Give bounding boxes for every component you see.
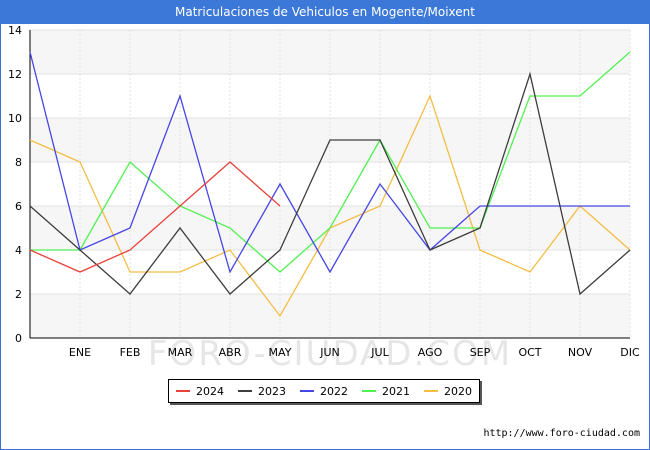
series-line-2023 [29,71,631,296]
x-tick-label: ABR [219,346,242,359]
y-tick-label: 14 [8,24,22,37]
legend-label: 2020 [444,384,472,398]
legend-swatch [362,390,376,392]
legend-item-2021: 2021 [362,385,410,398]
legend-label: 2024 [196,384,224,398]
x-tick-label: OCT [518,346,541,359]
series-lines [29,51,631,318]
x-tick-label: AGO [418,346,443,359]
series-line-2021 [30,51,631,273]
legend-item-2020: 2020 [424,385,472,398]
legend-item-2022: 2022 [300,385,348,398]
legend-item-2024: 2024 [176,385,224,398]
x-tick-labels: ENE FEB MAR ABR MAY JUN JUL AGO SEP OCT NOV DIC [69,346,640,359]
legend-label: 2023 [258,384,286,398]
legend-swatch [176,390,190,392]
legend-swatch [300,390,314,392]
series-line-2022 [29,51,630,274]
y-tick-label: 0 [15,332,22,345]
y-tick-label: 6 [15,200,22,213]
x-tick-label: MAY [269,346,292,359]
x-tick-label: JUL [370,346,389,359]
x-tick-label: SEP [470,346,491,359]
axes [29,30,630,339]
x-tick-label: DIC [620,346,640,359]
watermark: FORO-CIUDAD.COM [148,334,512,374]
legend-swatch [424,390,438,392]
x-tick-label: NOV [568,346,593,359]
y-tick-label: 4 [15,244,22,257]
series-line-2024 [29,161,281,273]
y-tick-label: 10 [8,112,22,125]
legend-label: 2021 [382,384,410,398]
x-tick-label: FEB [120,346,141,359]
source-url[interactable]: http://www.foro-ciudad.com [483,428,640,439]
legend-label: 2022 [320,384,348,398]
y-tick-label: 12 [8,68,22,81]
chart-title: Matriculaciones de Vehiculos en Mogente/… [0,0,650,24]
y-tick-label: 2 [15,288,22,301]
legend-swatch [238,390,252,392]
y-tick-label: 8 [15,156,22,169]
y-tick-labels: 0 2 4 6 8 10 12 14 [8,24,22,345]
x-tick-label: MAR [168,346,193,359]
x-tick-label: ENE [69,346,91,359]
x-tick-label: JUN [319,346,340,359]
legend: 2024 2023 2022 2021 2020 [168,379,480,403]
legend-item-2023: 2023 [238,385,286,398]
